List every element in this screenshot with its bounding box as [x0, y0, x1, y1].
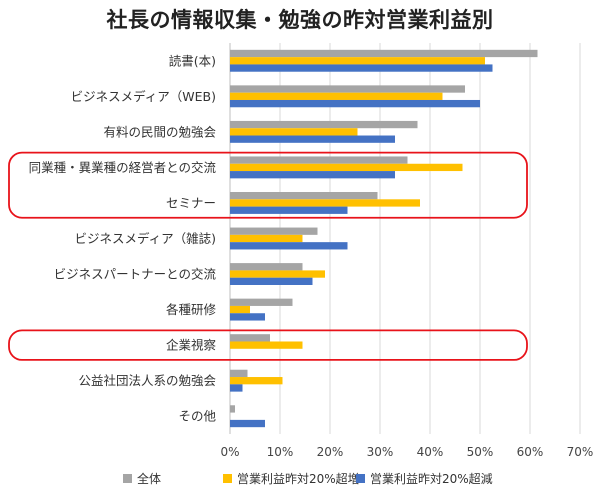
bar	[230, 227, 318, 235]
bar	[230, 156, 408, 164]
bar	[230, 305, 250, 314]
bar	[230, 192, 378, 200]
bar	[230, 313, 265, 321]
bar	[230, 384, 243, 392]
legend-label: 営業利益昨対20%超減	[370, 471, 493, 486]
bar	[230, 277, 313, 285]
x-tick-label: 10%	[267, 445, 294, 459]
x-tick-label: 20%	[317, 445, 344, 459]
bar	[230, 405, 235, 413]
category-label: 同業種・異業種の経営者との交流	[29, 160, 217, 175]
legend-swatch	[223, 474, 232, 483]
legend-swatch	[123, 474, 132, 483]
x-tick-label: 0%	[220, 445, 239, 459]
legend-label: 営業利益昨対20%超増	[237, 471, 360, 486]
bar	[230, 206, 348, 214]
legend-swatch	[356, 474, 365, 483]
category-label: 有料の民間の勉強会	[103, 124, 216, 139]
x-tick-label: 60%	[517, 445, 544, 459]
x-tick-label: 40%	[417, 445, 444, 459]
category-label: 読書(本)	[169, 53, 216, 68]
category-label: ビジネスメディア（雑誌)	[74, 231, 216, 246]
category-label: ビジネスパートナーとの交流	[54, 267, 217, 282]
bar	[230, 419, 265, 428]
bar	[230, 64, 493, 72]
bar	[230, 128, 358, 136]
category-label: その他	[178, 409, 216, 424]
bar	[230, 199, 420, 207]
bar	[230, 57, 485, 65]
bar	[230, 270, 325, 278]
x-tick-label: 70%	[567, 445, 594, 459]
bar	[230, 242, 348, 250]
bar	[230, 341, 303, 349]
bar	[230, 120, 418, 129]
category-label: 企業視察	[166, 338, 217, 353]
bar	[230, 234, 303, 243]
bar	[230, 49, 538, 58]
bar	[230, 85, 465, 93]
highlight-box	[8, 329, 528, 361]
category-label: セミナー	[166, 195, 216, 210]
bar	[230, 369, 248, 378]
category-label: ビジネスメディア（WEB)	[71, 89, 216, 104]
bar	[230, 135, 395, 143]
bar	[230, 298, 293, 306]
bar	[230, 171, 395, 179]
x-tick-label: 50%	[467, 445, 494, 459]
bar	[230, 163, 463, 172]
x-tick-label: 30%	[367, 445, 394, 459]
category-label: 各種研修	[166, 302, 217, 317]
chart-title: 社長の情報収集・勉強の昨対営業利益別	[106, 8, 494, 32]
category-label: 公益社団法人系の勉強会	[78, 373, 216, 388]
bar	[230, 99, 480, 108]
bar	[230, 377, 283, 385]
bar	[230, 92, 443, 100]
bar	[230, 334, 270, 342]
legend-label: 全体	[137, 471, 161, 486]
highlight-box	[8, 151, 528, 219]
bar	[230, 263, 303, 271]
